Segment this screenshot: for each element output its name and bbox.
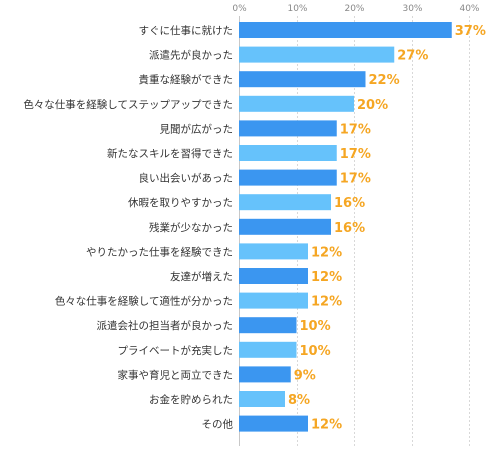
category-label-12: 派遣会社の担当者が良かった (97, 319, 234, 332)
value-label-14: 9% (294, 368, 316, 383)
category-label-13: プライベートが充実した (118, 344, 234, 357)
value-label-13: 10% (300, 344, 331, 359)
bar-14 (239, 366, 291, 383)
bar-4 (239, 120, 337, 137)
value-label-8: 16% (334, 221, 365, 236)
x-tick-label-3: 30% (402, 4, 422, 14)
value-label-0: 37% (455, 24, 486, 39)
value-label-16: 12% (311, 418, 342, 433)
bar-16 (239, 415, 308, 432)
value-label-11: 12% (311, 295, 342, 310)
x-tick-label-2: 20% (344, 4, 364, 14)
bar-11 (239, 292, 308, 309)
category-label-14: 家事や育児と両立できた (118, 368, 234, 381)
category-label-16: その他 (202, 418, 234, 431)
category-label-4: 見聞が広がった (160, 122, 234, 135)
category-label-6: 良い出会いがあった (139, 172, 234, 185)
category-labels: すぐに仕事に就けた派遣先が良かった貴重な経験ができた色々な仕事を経験してステップ… (23, 24, 233, 431)
bar-6 (239, 169, 337, 186)
category-label-5: 新たなスキルを習得できた (107, 147, 233, 160)
bar-8 (239, 218, 331, 235)
x-tick-label-4: 40% (459, 4, 479, 14)
category-label-1: 派遣先が良かった (149, 49, 233, 62)
category-label-2: 貴重な経験ができた (139, 73, 234, 86)
category-label-3: 色々な仕事を経験してステップアップできた (23, 98, 233, 111)
bar-7 (239, 194, 331, 211)
value-label-6: 17% (340, 172, 371, 187)
value-labels: 37% 27% 22% 20% 17% 17% 17% 16% 16% 12% 12% 12% 10% 1… (288, 24, 486, 433)
value-label-9: 12% (311, 245, 342, 260)
value-label-10: 12% (311, 270, 342, 285)
bar-10 (239, 268, 308, 284)
category-label-7: 休暇を取りやすかった (128, 197, 233, 209)
bar-12 (239, 317, 297, 334)
value-label-2: 22% (369, 73, 400, 88)
value-label-5: 17% (340, 147, 371, 162)
value-label-1: 27% (397, 49, 428, 64)
bar-13 (239, 341, 297, 358)
value-label-12: 10% (300, 319, 331, 334)
value-label-15: 8% (288, 393, 310, 408)
category-label-0: すぐに仕事に就けた (139, 24, 234, 37)
value-label-3: 20% (357, 98, 388, 113)
bar-5 (239, 145, 337, 161)
category-label-11: 色々な仕事を経験して適性が分かった (55, 295, 233, 308)
bar-15 (239, 391, 285, 407)
value-label-4: 17% (340, 122, 371, 137)
bar-9 (239, 243, 308, 260)
bar-2 (239, 71, 366, 88)
x-axis-ticks: 0% 10% 20% 30% 40% (232, 4, 480, 14)
value-label-7: 16% (334, 196, 365, 211)
x-tick-label-1: 10% (287, 4, 307, 14)
bars (239, 22, 452, 432)
bar-3 (239, 95, 354, 112)
bar-0 (239, 22, 452, 38)
category-label-9: やりたかった仕事を経験できた (86, 245, 233, 258)
category-label-15: お金を貯められた (149, 393, 233, 406)
x-tick-label-0: 0% (232, 4, 247, 14)
bar-1 (239, 46, 395, 63)
category-label-8: 残業が少なかった (149, 221, 233, 234)
category-label-10: 友達が増えた (170, 270, 233, 283)
